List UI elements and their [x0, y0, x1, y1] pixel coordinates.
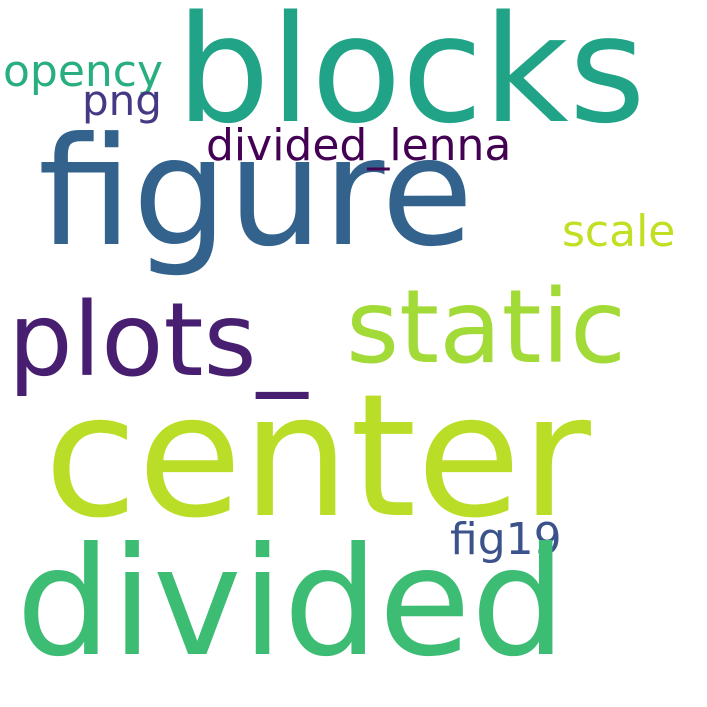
word-blocks: blocks — [176, 0, 646, 156]
word-divided: divided — [16, 516, 567, 690]
word-divided-lenna: divided_lenna — [206, 120, 512, 171]
word-opency: opency — [3, 46, 164, 97]
word-fig19: fig19 — [450, 514, 562, 565]
word-scale: scale — [562, 206, 676, 257]
word-static: static — [346, 268, 627, 387]
word-center: center — [44, 358, 591, 556]
word-png: png — [82, 76, 162, 125]
word-plots: plots_ — [8, 281, 308, 400]
word-figure: figure — [38, 106, 474, 280]
